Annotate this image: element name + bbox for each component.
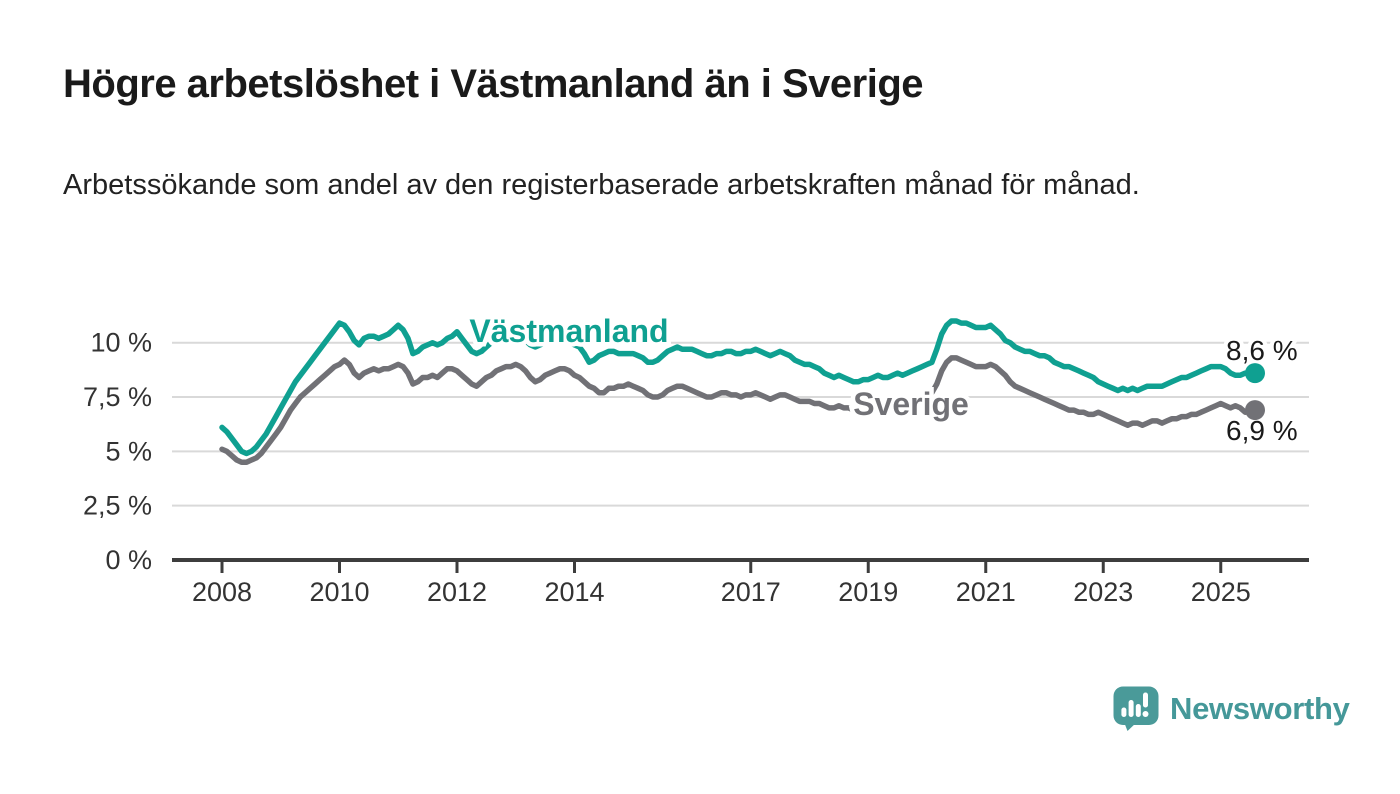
brand-wordmark: Newsworthy xyxy=(1170,690,1350,726)
end-value-label-vastmanland: 8,6 % xyxy=(1226,335,1298,366)
vastmanland-line xyxy=(219,318,1258,457)
chart-subtitle: Arbetssökande som andel av den registerb… xyxy=(63,169,1140,201)
series-label-vastmanland: Västmanland xyxy=(469,313,668,349)
x-tick-label: 2025 xyxy=(1191,577,1251,607)
y-tick-label: 10 % xyxy=(90,328,152,358)
x-tick-label: 2021 xyxy=(956,577,1016,607)
newsworthy-logo: Newsworthy xyxy=(1113,686,1350,731)
end-dot-sverige xyxy=(1245,400,1265,421)
end-dot-vastmanland xyxy=(1245,363,1265,384)
x-tick-label: 2023 xyxy=(1073,577,1133,607)
x-tick-label: 2008 xyxy=(192,577,252,607)
bar-chart-speech-bubble-icon xyxy=(1113,686,1159,731)
x-tick-label: 2014 xyxy=(544,577,604,607)
sverige-line xyxy=(219,355,1258,465)
end-value-label-sverige: 6,9 % xyxy=(1226,415,1298,446)
y-tick-label: 5 % xyxy=(105,436,152,466)
x-tick-label: 2017 xyxy=(721,577,781,607)
x-tick-label: 2010 xyxy=(309,577,369,607)
y-tick-label: 2,5 % xyxy=(83,491,152,521)
y-tick-label: 0 % xyxy=(105,545,152,575)
x-tick-label: 2019 xyxy=(838,577,898,607)
x-tick-label: 2012 xyxy=(427,577,487,607)
series-label-sverige: Sverige xyxy=(853,386,969,422)
page-title: Högre arbetslöshet i Västmanland än i Sv… xyxy=(63,62,924,106)
y-tick-label: 7,5 % xyxy=(83,382,152,412)
